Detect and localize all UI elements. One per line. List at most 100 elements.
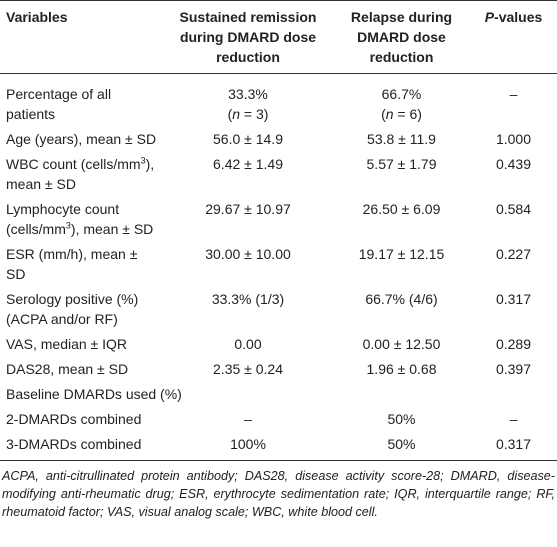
cell: 66.7% (4/6) [333, 287, 470, 332]
row-label: ESR (mm/h), mean ± SD [0, 242, 163, 287]
cell-text: Variables [6, 9, 68, 25]
cell: 66.7% (n = 6) [333, 74, 470, 128]
cell-text: 26.50 ± 6.09 [362, 201, 441, 217]
cell-text: 0.289 [495, 336, 532, 352]
cell-text: 0.439 [495, 156, 532, 172]
cell: 1.96 ± 0.68 [333, 357, 470, 382]
header-cell: Variables [0, 0, 163, 74]
row-label: Age (years), mean ± SD [0, 127, 163, 152]
row-label: 3-DMARDs combined [0, 432, 163, 461]
cell: 0.584 [470, 197, 557, 242]
cell: 0.317 [470, 287, 557, 332]
cell-text: ( [227, 106, 233, 122]
cell-text: Serology positive (%) (ACPA and/or RF) [6, 291, 139, 327]
cell-text: 0.397 [495, 361, 532, 377]
cell-text: – [509, 86, 518, 102]
cell: 26.50 ± 6.09 [333, 197, 470, 242]
row-label: VAS, median ± IQR [0, 332, 163, 357]
superscript: 3 [140, 155, 146, 166]
cell: 0.00 [163, 332, 333, 357]
cell: – [470, 74, 557, 128]
cell-text: 1.000 [495, 131, 532, 147]
cell-text: 0.317 [495, 291, 532, 307]
row-label: Serology positive (%) (ACPA and/or RF) [0, 287, 163, 332]
italic-text: n [385, 106, 394, 122]
cell: 33.3% (n = 3) [163, 74, 333, 128]
cell-text: 100% [230, 436, 266, 452]
cell-text: 50% [387, 411, 416, 427]
superscript: 3 [65, 220, 71, 231]
cell-text: = 6) [393, 106, 422, 122]
cell: 50% [333, 432, 470, 461]
row-label: Lymphocyte count (cells/mm3), mean ± SD [0, 197, 163, 242]
cell-text: 53.8 ± 11.9 [367, 131, 436, 147]
cell: 53.8 ± 11.9 [333, 127, 470, 152]
cell: 1.000 [470, 127, 557, 152]
cell-text: ( [381, 106, 386, 122]
cell-text: 66.7% [381, 86, 422, 102]
table-row: Baseline DMARDs used (%) [0, 382, 557, 407]
cell-text: 33.3% [228, 86, 268, 102]
table-row: 2-DMARDs combined – 50% – [0, 407, 557, 432]
cell-text: DAS28, mean ± SD [6, 361, 129, 377]
cell-text: ), mean ± SD [70, 221, 154, 237]
cell-text: 1.96 ± 0.68 [366, 361, 437, 377]
italic-text: P [484, 9, 495, 25]
table-row: WBC count (cells/mm3), mean ± SD 6.42 ± 1… [0, 152, 557, 197]
footnote: ACPA, anti-citrullinated protein antibod… [2, 469, 555, 519]
table-row: Age (years), mean ± SD 56.0 ± 14.9 53.8 ± … [0, 127, 557, 152]
cell-text: = 3) [240, 106, 269, 122]
cell-text: Lymphocyte count (cells/mm [6, 201, 120, 237]
cell-text: VAS, median ± IQR [6, 336, 128, 352]
cell: 2.35 ± 0.24 [163, 357, 333, 382]
cell-text: 0.584 [495, 201, 532, 217]
cell-text: – [509, 411, 518, 427]
cell-text: 0.00 [234, 336, 262, 352]
table-body: Percentage of all patients 33.3% (n = 3) 66… [0, 74, 557, 461]
italic-text: n [232, 106, 241, 122]
cell: 0.439 [470, 152, 557, 197]
table-row: Percentage of all patients 33.3% (n = 3) 66… [0, 74, 557, 128]
table-header: Variables Sustained remission during DMAR… [0, 0, 557, 74]
row-label: DAS28, mean ± SD [0, 357, 163, 382]
cell-text: 0.317 [495, 436, 532, 452]
cell-text: 2-DMARDs combined [6, 411, 142, 427]
header-cell: Relapse during DMARD dose reduction [333, 0, 470, 74]
row-label: Percentage of all patients [0, 74, 163, 128]
cell-text: 0.00 ± 12.50 [362, 336, 441, 352]
cell-text: 66.7% (4/6) [365, 291, 438, 307]
cell-text: 6.42 ± 1.49 [213, 156, 283, 172]
table-row: Lymphocyte count (cells/mm3), mean ± SD 2… [0, 197, 557, 242]
cell-text: 2.35 ± 0.24 [213, 361, 283, 377]
header-cell: Sustained remission during DMARD dose re… [163, 0, 333, 74]
cell: 6.42 ± 1.49 [163, 152, 333, 197]
cell-text: – [244, 411, 252, 427]
table-row: DAS28, mean ± SD 2.35 ± 0.24 1.96 ± 0.68 0.… [0, 357, 557, 382]
cell: 33.3% (1/3) [163, 287, 333, 332]
row-label: Baseline DMARDs used (%) [0, 382, 557, 407]
cell: 0.00 ± 12.50 [333, 332, 470, 357]
cell-text: 0.227 [495, 246, 532, 262]
cell-text: 3-DMARDs combined [6, 436, 142, 452]
cell-text: Relapse during DMARD dose reduction [350, 9, 453, 65]
cell: 19.17 ± 12.15 [333, 242, 470, 287]
row-label: 2-DMARDs combined [0, 407, 163, 432]
cell-text: 30.00 ± 10.00 [205, 246, 291, 262]
cell-text: 33.3% (1/3) [211, 291, 285, 307]
table-row: 3-DMARDs combined 100% 50% 0.317 [0, 432, 557, 461]
cell-text: 56.0 ± 14.9 [213, 131, 283, 147]
cell: 5.57 ± 1.79 [333, 152, 470, 197]
cell-text: ESR (mm/h), mean ± SD [6, 246, 138, 282]
cell: 30.00 ± 10.00 [163, 242, 333, 287]
cell-text: Percentage of all patients [6, 86, 112, 122]
cell: 50% [333, 407, 470, 432]
cell: 0.289 [470, 332, 557, 357]
cell: 56.0 ± 14.9 [163, 127, 333, 152]
cell-text: WBC count (cells/mm [6, 156, 141, 172]
cell-text: 5.57 ± 1.79 [366, 156, 437, 172]
cell: 100% [163, 432, 333, 461]
table-row: VAS, median ± IQR 0.00 0.00 ± 12.50 0.289 [0, 332, 557, 357]
cell-text: Age (years), mean ± SD [6, 131, 157, 147]
cell-text: Sustained remission during DMARD dose re… [179, 9, 317, 65]
